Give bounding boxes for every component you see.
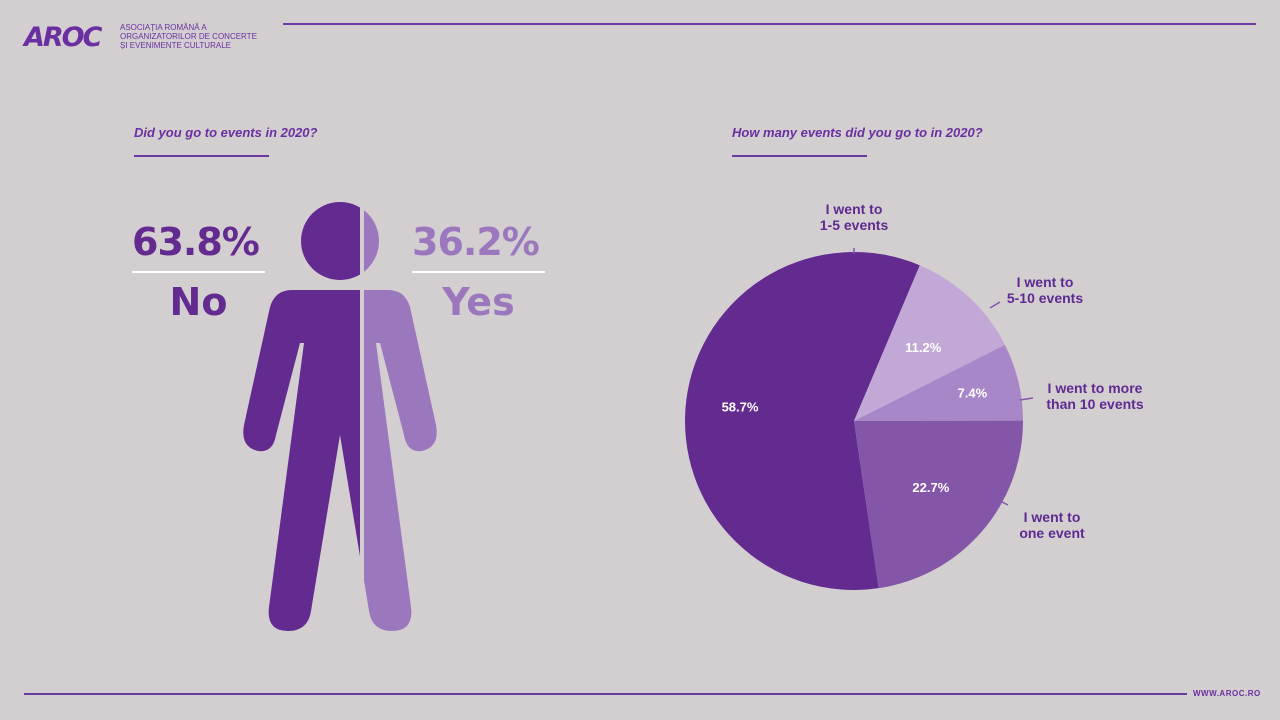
no-percentage: 63.8% <box>132 220 260 264</box>
pie-category-label-3: I went to more than 10 events <box>1046 380 1143 412</box>
pie-leader-line-2 <box>989 301 1001 309</box>
pie-value-label-1: 58.7% <box>722 399 759 414</box>
pie-leader-line-3 <box>1019 397 1034 401</box>
pie-slice-3 <box>854 344 1023 421</box>
events-pie-chart: 58.7% I went to 1-5 events 11.2% I went to 5-… <box>685 201 1144 590</box>
footer-divider <box>24 693 1187 695</box>
right-question-underline <box>732 155 867 157</box>
yes-label: Yes <box>442 280 515 324</box>
org-line-2: ORGANIZATORILOR DE CONCERTE <box>120 32 257 41</box>
pie-category-label-4: I went to one event <box>1019 509 1085 541</box>
organization-name: ASOCIAȚIA ROMÂNĂ A ORGANIZATORILOR DE CO… <box>120 23 290 50</box>
left-question-underline <box>134 155 269 157</box>
org-line-3: ȘI EVENIMENTE CULTURALE <box>120 41 231 50</box>
yes-divider <box>412 271 545 273</box>
pie-slice-1 <box>685 252 920 590</box>
person-figure <box>243 202 437 631</box>
pie-value-label-2: 11.2% <box>905 340 942 355</box>
yes-percentage: 36.2% <box>412 220 540 264</box>
pie-value-label-4: 22.7% <box>912 480 949 495</box>
org-line-1: ASOCIAȚIA ROMÂNĂ A <box>120 23 207 32</box>
pie-slice-4 <box>854 420 1023 589</box>
pie-slice-2 <box>854 265 1005 421</box>
right-question: How many events did you go to in 2020? <box>732 125 983 140</box>
pie-leader-line-4 <box>997 499 1009 506</box>
no-divider <box>132 271 265 273</box>
pie-category-label-2: I went to 5-10 events <box>1007 274 1083 306</box>
website-link[interactable]: WWW.AROC.RO <box>1193 689 1261 698</box>
aroc-logo: AROC <box>24 22 102 53</box>
header-divider <box>283 23 1256 25</box>
pie-category-label-1: I went to 1-5 events <box>820 201 889 233</box>
pie-value-label-3: 7.4% <box>958 386 988 401</box>
no-label: No <box>169 280 228 324</box>
left-question: Did you go to events in 2020? <box>134 125 318 140</box>
